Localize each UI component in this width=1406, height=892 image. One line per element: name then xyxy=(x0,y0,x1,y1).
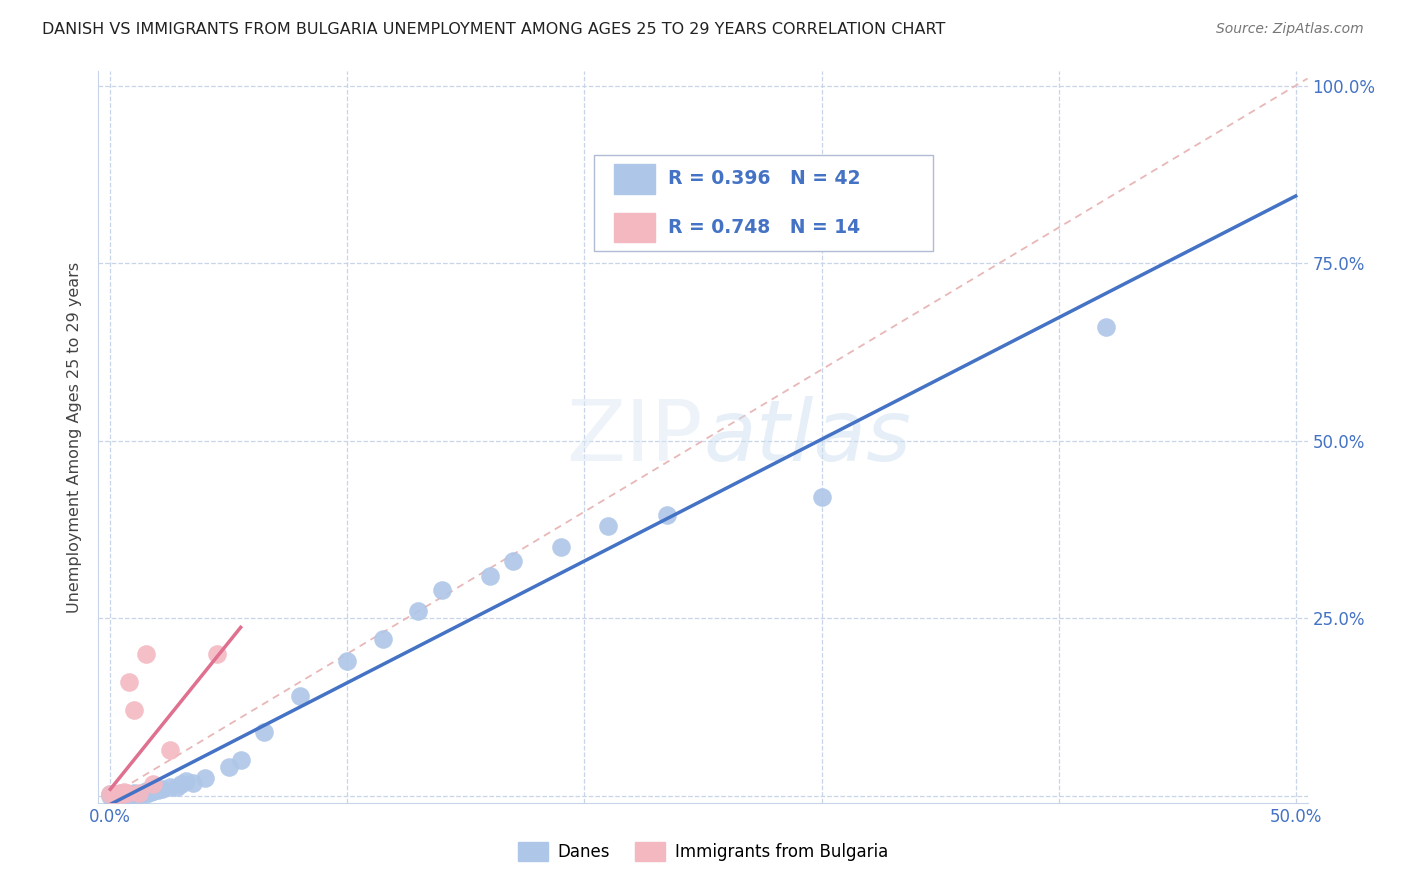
Point xyxy=(118,787,141,801)
Point xyxy=(174,774,197,789)
Point xyxy=(111,787,134,801)
Point xyxy=(128,786,150,800)
Point xyxy=(105,787,128,801)
Point xyxy=(122,704,145,718)
Point xyxy=(142,784,165,798)
Point xyxy=(108,786,131,800)
Point xyxy=(550,540,572,554)
Point xyxy=(502,554,524,568)
Point xyxy=(146,783,169,797)
FancyBboxPatch shape xyxy=(595,155,932,251)
Point xyxy=(159,780,181,794)
Legend: Danes, Immigrants from Bulgaria: Danes, Immigrants from Bulgaria xyxy=(510,835,896,868)
Point xyxy=(432,582,454,597)
Point xyxy=(114,787,136,801)
Point xyxy=(288,690,311,704)
FancyBboxPatch shape xyxy=(613,164,655,194)
Point xyxy=(115,787,138,801)
Point xyxy=(336,654,359,668)
Text: DANISH VS IMMIGRANTS FROM BULGARIA UNEMPLOYMENT AMONG AGES 25 TO 29 YEARS CORREL: DANISH VS IMMIGRANTS FROM BULGARIA UNEMP… xyxy=(42,22,946,37)
Point xyxy=(159,742,181,756)
Point xyxy=(98,787,121,801)
Text: Source: ZipAtlas.com: Source: ZipAtlas.com xyxy=(1216,22,1364,37)
Text: atlas: atlas xyxy=(703,395,911,479)
Text: R = 0.396   N = 42: R = 0.396 N = 42 xyxy=(668,169,860,188)
Point xyxy=(114,785,136,799)
Point xyxy=(253,724,276,739)
Point xyxy=(129,787,152,801)
Point xyxy=(229,753,252,767)
Point xyxy=(371,632,394,647)
Point xyxy=(166,780,188,794)
Point xyxy=(122,787,145,801)
Point xyxy=(152,781,174,796)
Point xyxy=(218,760,240,774)
Point xyxy=(657,508,679,523)
Point xyxy=(111,787,134,801)
Point xyxy=(135,647,157,661)
Point xyxy=(135,784,157,798)
Point xyxy=(115,786,138,800)
Point xyxy=(139,785,162,799)
Point xyxy=(598,519,620,533)
Point xyxy=(135,787,157,801)
Point xyxy=(478,568,501,582)
Point xyxy=(128,787,150,801)
Point xyxy=(104,787,127,801)
Point xyxy=(98,789,121,803)
Text: ZIP: ZIP xyxy=(567,395,703,479)
Point xyxy=(1095,320,1118,334)
FancyBboxPatch shape xyxy=(613,212,655,242)
Point xyxy=(105,787,128,801)
Point xyxy=(194,771,217,785)
Point xyxy=(181,776,204,790)
Point xyxy=(108,787,131,801)
Y-axis label: Unemployment Among Ages 25 to 29 years: Unemployment Among Ages 25 to 29 years xyxy=(67,261,83,613)
Point xyxy=(122,786,145,800)
Point xyxy=(121,787,143,801)
Point xyxy=(142,777,165,791)
Point xyxy=(205,647,228,661)
Point xyxy=(170,777,193,791)
Point xyxy=(111,787,134,801)
Point xyxy=(408,604,430,618)
Point xyxy=(98,787,121,801)
Point xyxy=(118,675,141,690)
Point xyxy=(810,491,832,505)
Text: R = 0.748   N = 14: R = 0.748 N = 14 xyxy=(668,218,860,236)
Point xyxy=(104,787,127,801)
